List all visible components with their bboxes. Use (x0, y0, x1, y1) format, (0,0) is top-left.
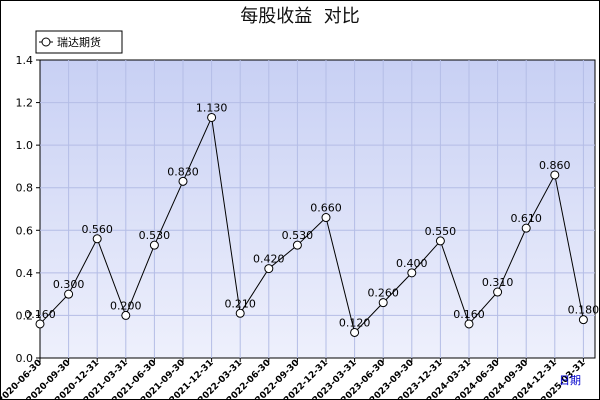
y-tick-label: 1.0 (16, 139, 34, 152)
data-point-marker (92, 234, 102, 244)
data-point-marker (121, 310, 131, 320)
data-label: 0.200 (110, 299, 142, 312)
chart-title: 每股收益 对比 (240, 6, 359, 27)
data-labels: 0.160 0.300 0.560 0.200 0.530 0.830 1.130 0.210… (24, 101, 599, 329)
data-label: 0.400 (396, 257, 428, 270)
data-point-marker (149, 240, 159, 250)
data-label: 0.550 (425, 225, 457, 238)
data-label: 0.830 (167, 165, 199, 178)
legend-marker-icon (41, 37, 51, 47)
x-axis-corner-label: 日期 (559, 374, 581, 387)
data-point-marker (64, 289, 74, 299)
data-point-marker (521, 223, 531, 233)
data-label: 0.530 (139, 229, 171, 242)
y-tick-label: 0.0 (16, 352, 34, 365)
data-point-marker (321, 213, 331, 223)
data-label: 0.420 (253, 253, 285, 266)
y-tick-label: 0.6 (16, 224, 34, 237)
series-line-group (35, 112, 588, 337)
data-label: 0.310 (482, 276, 514, 289)
data-label: 1.130 (196, 101, 228, 114)
y-tick-label: 1.2 (16, 97, 34, 110)
data-label: 0.160 (24, 308, 56, 321)
series-line (39, 115, 584, 334)
data-point-marker (493, 287, 503, 297)
data-point-marker (550, 170, 560, 180)
data-label: 0.560 (81, 223, 113, 236)
data-point-marker (292, 240, 302, 250)
data-point-marker (264, 264, 274, 274)
y-tick-label: 0.4 (16, 267, 34, 280)
data-point-marker (407, 268, 417, 278)
data-label: 0.210 (224, 297, 256, 310)
data-point-marker (178, 176, 188, 186)
y-axis: 0.0 0.2 0.4 0.6 0.8 1.0 1.2 1.4 (16, 54, 40, 365)
y-tick-label: 1.4 (16, 54, 34, 67)
data-label: 0.660 (310, 202, 342, 215)
y-tick-label: 0.8 (16, 182, 34, 195)
data-point-marker (435, 236, 445, 246)
data-point-marker (207, 112, 217, 122)
data-label: 0.180 (568, 304, 600, 317)
data-point-marker (578, 315, 588, 325)
legend: 瑞达期货 (35, 30, 123, 54)
grid-lines (40, 60, 595, 358)
data-label: 0.530 (282, 229, 314, 242)
data-point-marker (378, 298, 388, 308)
data-label: 0.120 (339, 316, 371, 329)
data-label: 0.260 (367, 287, 399, 300)
data-label: 0.300 (53, 278, 85, 291)
data-point-marker (350, 327, 360, 337)
data-label: 0.610 (510, 212, 542, 225)
data-label: 0.160 (453, 308, 485, 321)
data-point-marker (35, 319, 45, 329)
legend-label: 瑞达期货 (57, 35, 101, 49)
plot-area (39, 59, 596, 359)
legend-box (35, 30, 123, 54)
data-point-marker (235, 308, 245, 318)
data-label: 0.860 (539, 159, 571, 172)
y-tick-label: 0.2 (16, 309, 34, 322)
data-point-marker (464, 319, 474, 329)
x-axis: 2020-06-302020-09-302020-12-312021-03-31… (0, 358, 588, 400)
